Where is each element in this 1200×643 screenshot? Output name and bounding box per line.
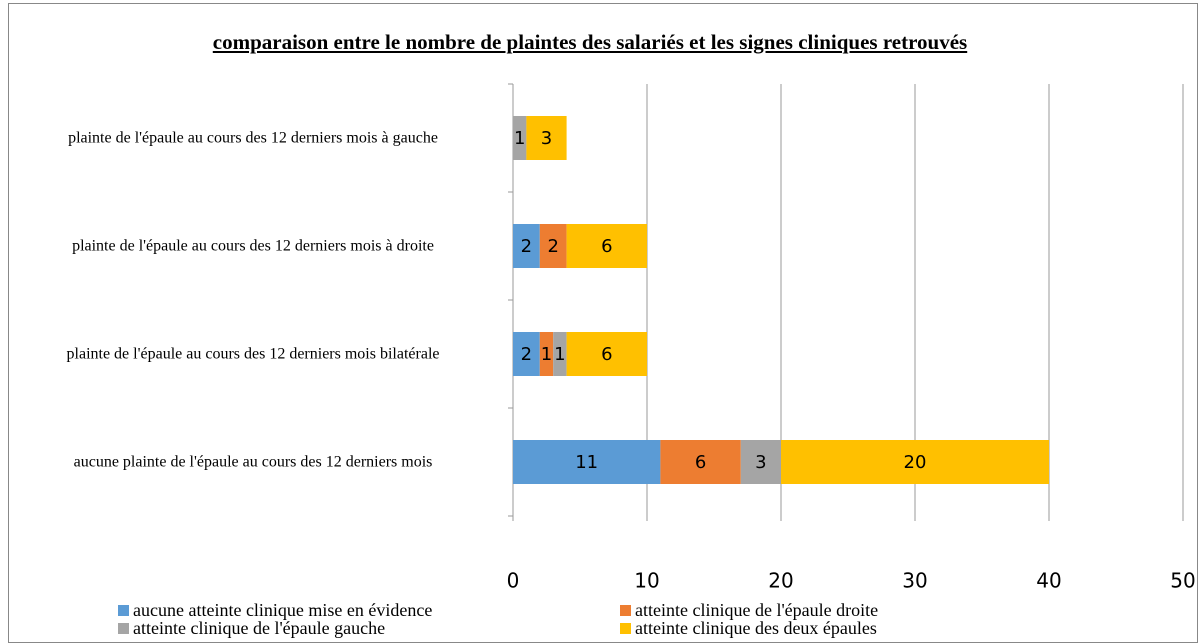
bar-segment [513,332,540,376]
data-label: 1 [514,128,525,149]
bar-segment [781,440,1049,484]
legend-swatch [620,605,631,616]
y-tick-label: plainte de l'épaule au cours des 12 dern… [66,345,440,363]
bar-segment [566,224,647,268]
bar-segment [539,224,567,268]
data-label: 20 [904,452,927,473]
legend-item: atteinte clinique de l'épaule droite [620,601,878,619]
legend-swatch [118,605,129,616]
data-label: 1 [554,344,565,365]
bar-segment [513,116,527,160]
legend-item: aucune atteinte clinique mise en évidenc… [118,601,432,619]
y-tick-label: plainte de l'épaule au cours des 12 dern… [68,129,438,147]
y-tick-label: plainte de l'épaule au cours des 12 dern… [72,237,434,255]
bar-segment [566,332,647,376]
x-tick-label: 50 [1170,569,1195,593]
legend-item: atteinte clinique des deux épaules [620,619,877,637]
legend-label: atteinte clinique des deux épaules [635,618,877,638]
bar-segment [553,332,567,376]
data-label: 3 [755,452,766,473]
chart: 0 10 20 30 40 501 32 2 62 1 1 611 6 3 20 [507,83,1196,593]
chart-title: comparaison entre le nombre de plaintes … [212,30,968,54]
data-label: 11 [575,452,598,473]
legend-swatch [620,623,631,634]
bar-segment [660,440,741,484]
data-label: 6 [695,452,706,473]
data-label: 2 [521,344,532,365]
x-tick-label: 0 [507,569,520,593]
x-tick-label: 40 [1036,569,1061,593]
bar-segment [513,224,540,268]
legend-label: aucune atteinte clinique mise en évidenc… [133,600,433,620]
legend-swatch [118,623,129,634]
legend-label: atteinte clinique de l'épaule gauche [133,618,386,638]
x-tick-label: 30 [902,569,927,593]
page: comparaison entre le nombre de plaintes … [8,3,1198,643]
legend-label: atteinte clinique de l'épaule droite [635,600,879,620]
data-label: 2 [547,236,558,257]
x-tick-label: 20 [768,569,793,593]
bar-segment [513,440,661,484]
data-label: 2 [521,236,532,257]
bar-segment [740,440,781,484]
bar-segment [539,332,554,376]
x-tick-label: 10 [634,569,659,593]
data-label: 6 [601,236,612,257]
data-label: 1 [541,344,552,365]
legend-item: atteinte clinique de l'épaule gauche [118,619,385,637]
data-label: 3 [541,128,552,149]
data-label: 6 [601,344,612,365]
y-tick-label: aucune plainte de l'épaule au cours des … [73,453,433,471]
bar-segment [526,116,567,160]
